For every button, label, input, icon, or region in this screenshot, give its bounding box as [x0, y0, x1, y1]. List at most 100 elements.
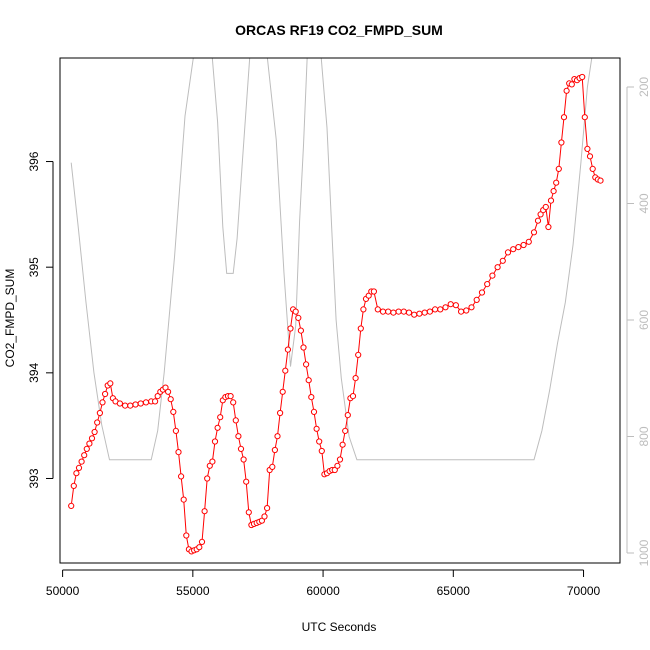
data-point [525, 238, 532, 245]
data-point [284, 346, 291, 353]
data-point [437, 306, 444, 313]
data-point [584, 145, 591, 152]
data-point [374, 306, 381, 313]
data-point [214, 424, 221, 431]
data-point [167, 396, 174, 403]
data-point [243, 478, 250, 485]
data-point [553, 179, 560, 186]
data-point [547, 197, 555, 204]
data-point [261, 513, 268, 520]
data-point [204, 475, 211, 482]
data-point [360, 306, 367, 313]
x-axis: 50000 55000 60000 65000 70000 [46, 569, 601, 598]
data-point [96, 409, 104, 417]
data-point [586, 153, 594, 160]
data-point [240, 456, 247, 463]
data-point [416, 310, 423, 317]
data-point [180, 496, 187, 503]
data-point [395, 308, 402, 315]
data-point [201, 508, 208, 515]
data-point [68, 502, 75, 509]
y-tick-label: 393 [27, 468, 41, 488]
data-point [227, 393, 234, 400]
data-point [421, 309, 428, 316]
data-point [357, 325, 364, 332]
data-point [530, 229, 538, 236]
data-point [316, 438, 323, 445]
data-point [230, 399, 237, 406]
data-point [287, 325, 294, 332]
data-point [355, 351, 362, 358]
data-point [313, 425, 320, 432]
data-point [308, 394, 315, 401]
data-point [432, 306, 439, 313]
chart-title: ORCAS RF19 CO2_FMPD_SUM [235, 22, 443, 38]
data-point [334, 462, 341, 469]
right-tick-label: 200 [637, 77, 650, 97]
data-point [264, 505, 271, 512]
x-tick-label: 50000 [46, 584, 80, 598]
data-point [132, 401, 139, 408]
data-point [277, 409, 284, 417]
data-point [560, 114, 568, 121]
data-point [279, 388, 286, 395]
data-point [86, 440, 93, 447]
x-tick-label: 70000 [567, 584, 601, 598]
data-point [520, 241, 527, 249]
data-point [274, 433, 281, 440]
data-point [478, 289, 486, 296]
data-point [452, 302, 459, 309]
data-point [349, 393, 357, 400]
data-point [390, 309, 397, 316]
x-tick-label: 60000 [306, 584, 340, 598]
data-point [579, 73, 586, 81]
data-point [237, 445, 245, 452]
data-point [303, 361, 310, 368]
primary-series-points [68, 73, 604, 555]
data-point [405, 309, 413, 316]
data-point [489, 272, 496, 279]
data-point [463, 307, 470, 314]
data-point [484, 281, 491, 288]
data-point [515, 244, 522, 251]
right-axis: 200 400 600 800 1000 [626, 77, 650, 566]
data-point [297, 327, 304, 334]
data-point [83, 445, 90, 452]
x-tick-label: 65000 [437, 584, 471, 598]
x-axis-label: UTC Seconds [302, 620, 377, 634]
data-point [73, 470, 80, 477]
data-point [385, 308, 392, 315]
data-point [198, 538, 206, 546]
data-point [581, 114, 588, 121]
data-point [127, 402, 134, 409]
right-tick-label: 400 [637, 193, 650, 213]
data-point [99, 399, 106, 406]
data-point [170, 408, 177, 415]
data-point [339, 441, 346, 448]
data-point [555, 165, 562, 172]
data-point [411, 311, 418, 318]
data-point [122, 402, 129, 409]
data-point [310, 408, 318, 415]
data-point [91, 428, 98, 436]
data-point [235, 433, 242, 440]
data-point [447, 301, 454, 308]
data-point [137, 400, 144, 407]
data-point [344, 412, 351, 419]
data-point [379, 308, 387, 315]
data-point [550, 188, 557, 195]
y-axis-label: CO2_FMPD_SUM [3, 269, 17, 368]
x-tick-label: 55000 [176, 584, 210, 598]
data-point [534, 217, 542, 224]
data-point [537, 211, 544, 218]
secondary-line [70, 58, 593, 461]
data-point [282, 367, 289, 374]
plot-area [68, 58, 604, 555]
data-point [232, 417, 239, 424]
data-point [305, 377, 312, 384]
data-point [183, 532, 190, 539]
y-tick-label: 396 [27, 151, 41, 171]
data-point [142, 399, 150, 406]
data-point [504, 249, 512, 256]
data-point [352, 375, 359, 382]
